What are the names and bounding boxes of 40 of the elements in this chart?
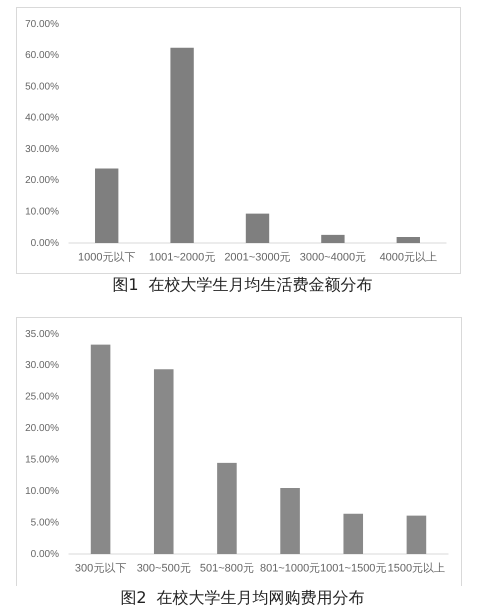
x-tick-label: 1001~2000元 [148, 252, 216, 264]
y-tick-label: 10.00% [25, 486, 60, 497]
text: 图1 在校大学生月均生活费金额分布 [112, 275, 373, 294]
y-tick-label: 70.00% [25, 18, 60, 30]
x-tick-label: 1000元以下 [78, 250, 136, 264]
y-tick-label: 10.00% [25, 206, 60, 218]
y-tick-label: 0.00% [30, 238, 60, 249]
bar [217, 462, 237, 554]
y-tick-label: 60.00% [25, 50, 60, 62]
bar [343, 514, 364, 554]
bar [170, 48, 194, 243]
x-tick-label: 2001~3000元 [224, 252, 291, 264]
y-tick-label: 30.00% [25, 144, 60, 155]
bar [246, 214, 270, 243]
x-tick-label: 801~1000元 [260, 562, 320, 575]
y-tick-label: 0.00% [30, 548, 60, 560]
y-tick-label: 15.00% [25, 454, 60, 466]
y-tick-label: 25.00% [25, 392, 60, 403]
x-tick-label: 1001~1500元 [320, 562, 386, 575]
bar [396, 237, 420, 243]
x-tick-label: 300~500元 [136, 562, 191, 575]
x-tick-label: 3000~4000元 [300, 252, 366, 264]
bar [280, 488, 300, 554]
x-tick-label: 4000元以上 [380, 250, 438, 264]
y-tick-label: 5.00% [30, 517, 60, 528]
y-tick-label: 35.00% [25, 328, 60, 340]
bar [90, 344, 110, 554]
text: 图2 在校大学生月均网购费用分布 [120, 588, 365, 607]
x-tick-label: 501~800元 [200, 562, 254, 575]
y-tick-label: 50.00% [25, 81, 60, 92]
y-tick-label: 20.00% [25, 175, 60, 186]
y-tick-label: 20.00% [25, 423, 60, 434]
x-tick-label: 1500元以上 [388, 562, 446, 575]
y-tick-label: 40.00% [25, 112, 60, 124]
bar [406, 516, 426, 554]
y-tick-label: 30.00% [25, 360, 60, 372]
bar [154, 369, 174, 554]
bar [321, 234, 345, 243]
x-tick-label: 300元以下 [74, 562, 126, 575]
bar [95, 168, 118, 243]
